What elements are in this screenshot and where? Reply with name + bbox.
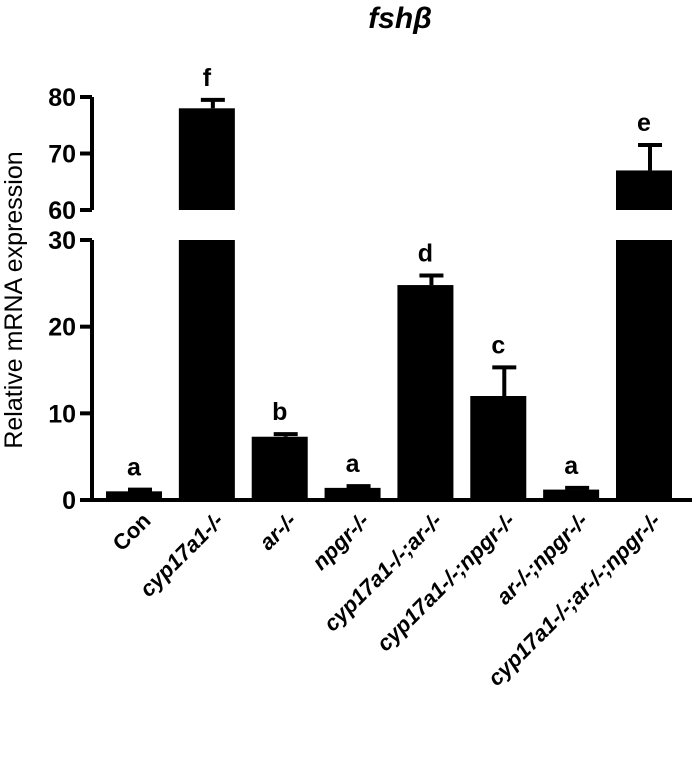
category-label: Con — [108, 508, 156, 556]
y-tick-label: 60 — [48, 197, 76, 225]
y-axis-label: Relative mRNA expression — [0, 151, 28, 448]
y-tick-label: 70 — [48, 141, 76, 169]
bar — [616, 240, 672, 500]
y-tick-label: 10 — [48, 400, 76, 428]
significance-label: a — [564, 452, 579, 480]
bars — [106, 97, 672, 500]
bar — [251, 436, 308, 500]
significance-label: a — [346, 450, 361, 478]
bar — [178, 108, 235, 210]
y-tick-label: 0 — [62, 487, 76, 515]
significance-label: a — [127, 454, 142, 482]
bar — [324, 487, 381, 500]
bar — [178, 240, 235, 500]
y-tick-label: 30 — [48, 227, 76, 255]
significance-label: e — [637, 109, 651, 137]
y-tick-label: 20 — [48, 314, 76, 342]
chart-title: fshβ — [368, 2, 432, 35]
significance-label: c — [491, 331, 505, 359]
significance-label: d — [418, 240, 433, 268]
bar — [543, 489, 600, 500]
category-label: cyp17a1-/-;npgr-/- — [372, 508, 520, 656]
y-tick-label: 80 — [48, 84, 76, 112]
significance-label: b — [272, 398, 287, 426]
category-label: ar-/- — [254, 508, 301, 555]
significance-label: f — [203, 64, 212, 92]
bar — [106, 491, 162, 500]
bar — [616, 170, 672, 210]
bar — [470, 396, 527, 500]
category-label: npgr-/- — [307, 508, 374, 575]
bar — [397, 285, 454, 500]
